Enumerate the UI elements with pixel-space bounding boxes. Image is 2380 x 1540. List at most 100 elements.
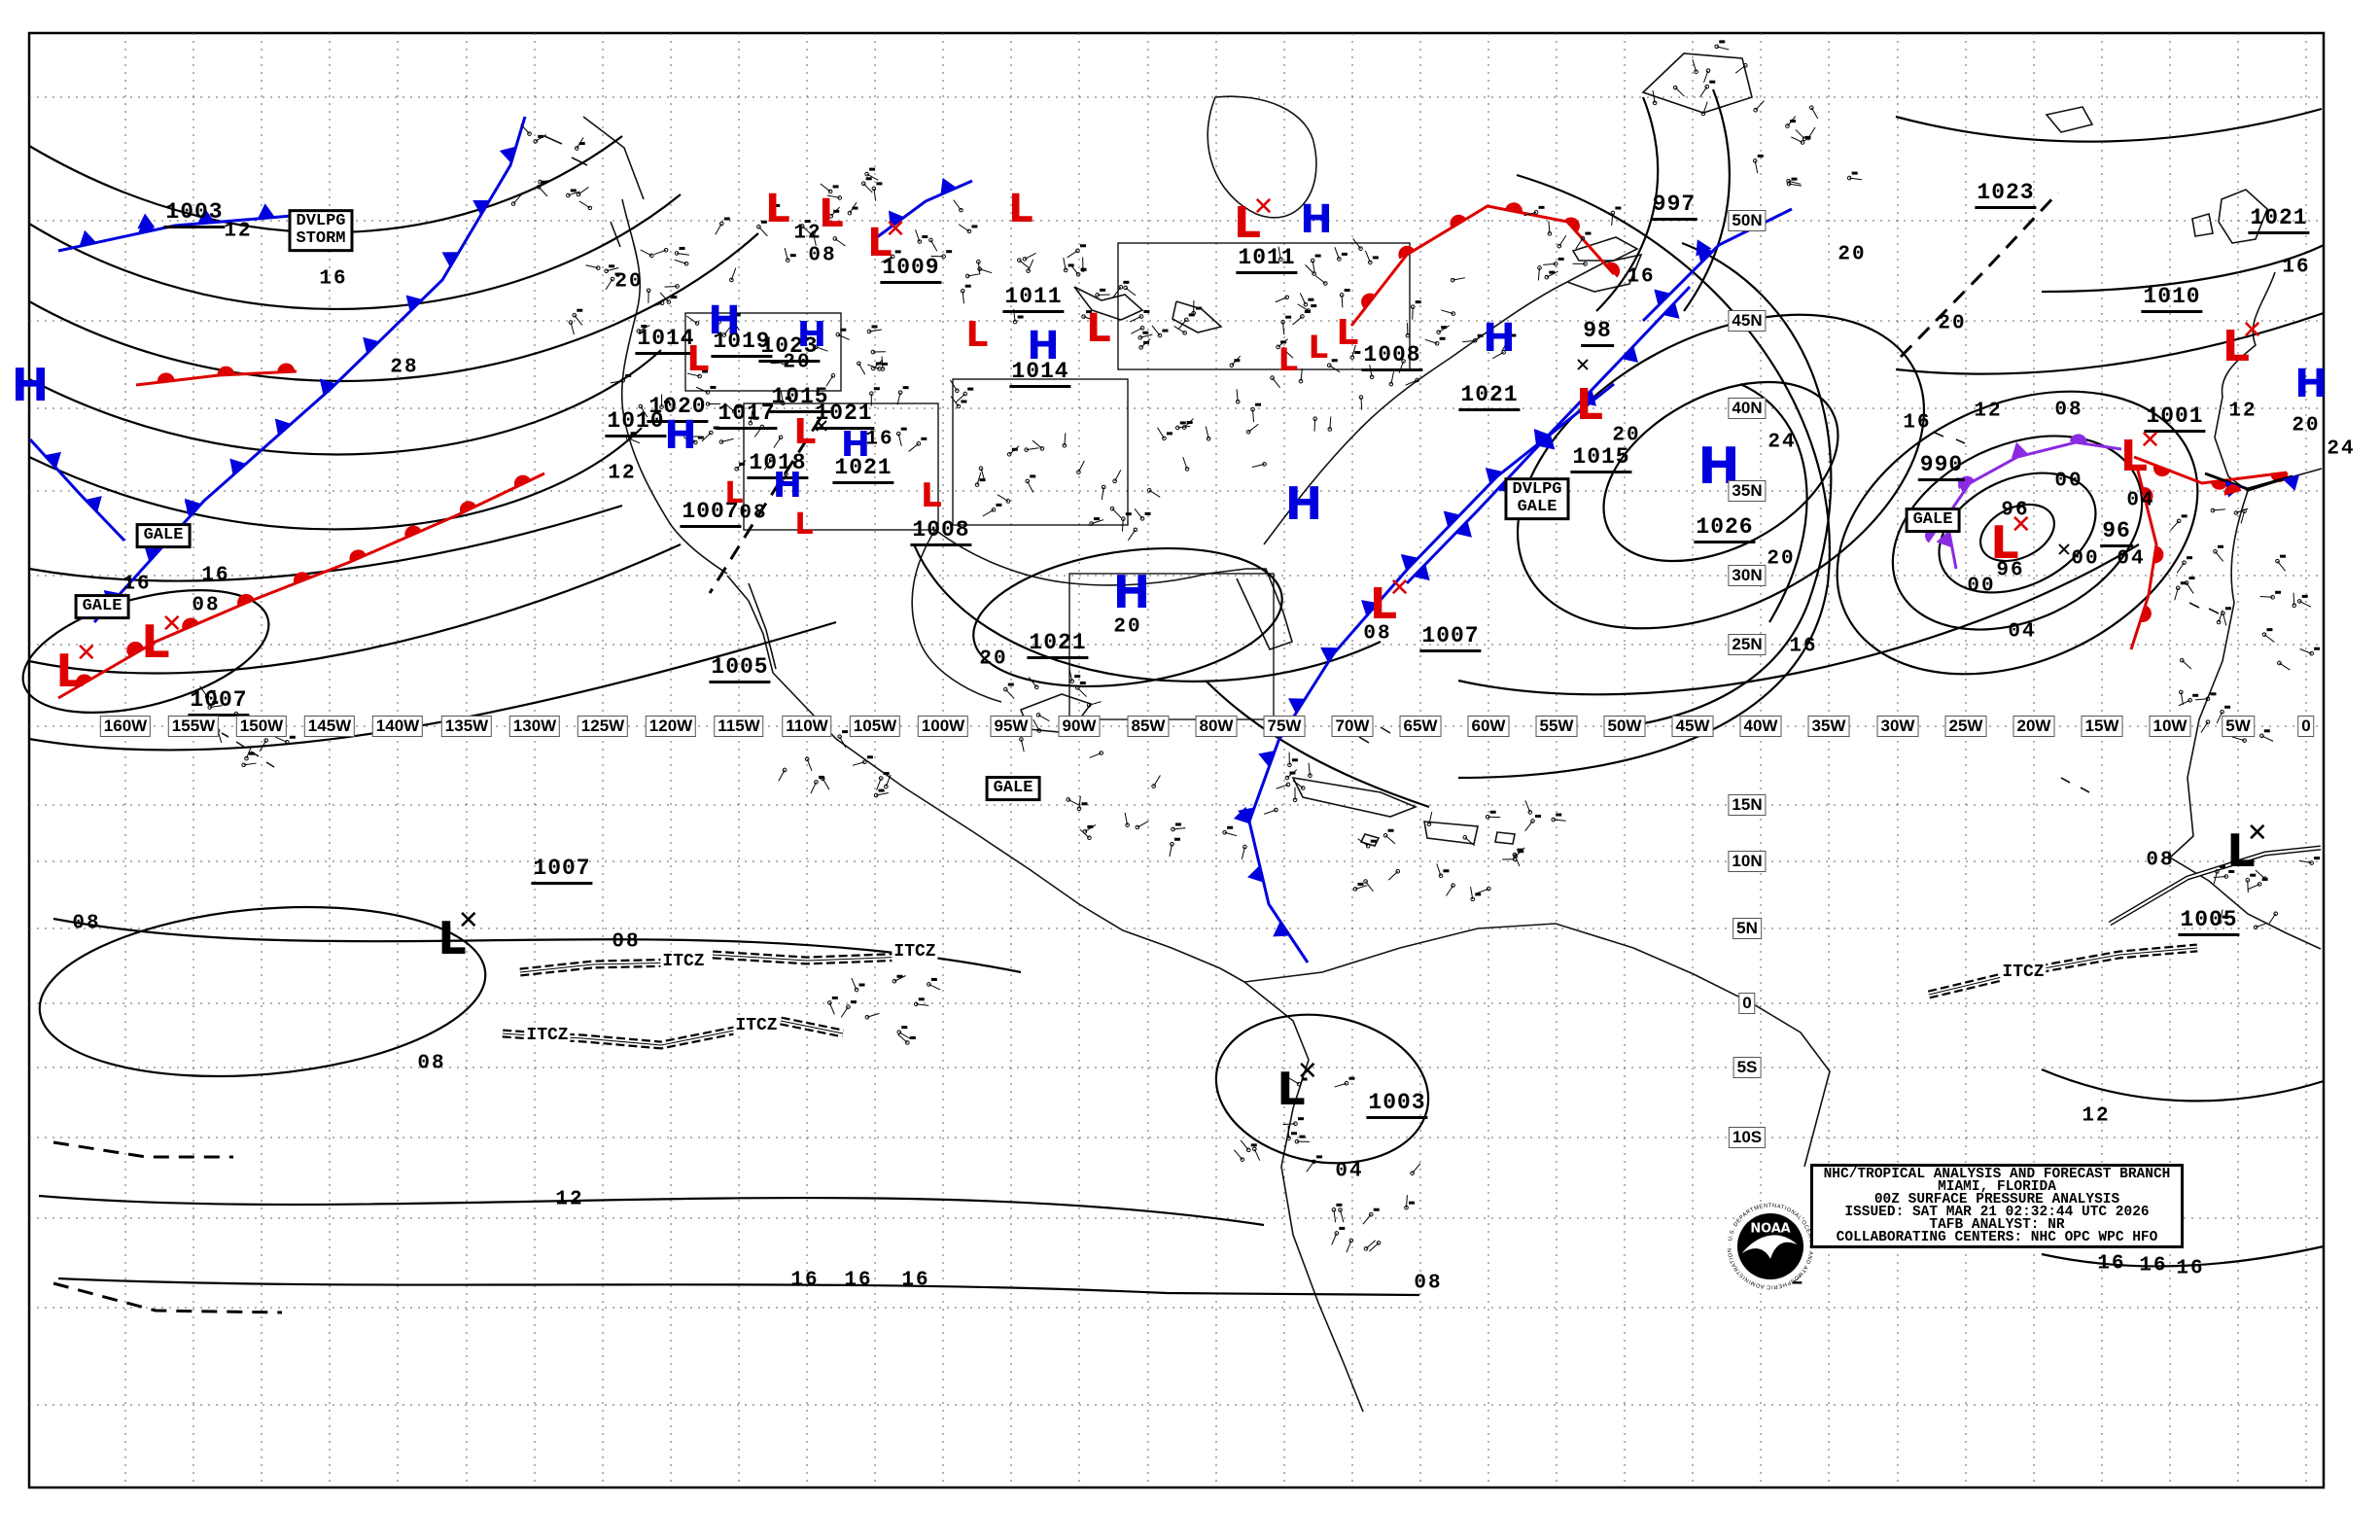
itcz-bands bbox=[502, 845, 2322, 1050]
warm-front bbox=[1349, 202, 1621, 327]
longitude-label: 30W bbox=[1876, 716, 1919, 737]
isobar-label: 20 bbox=[783, 351, 812, 374]
longitude-label: 25W bbox=[1944, 716, 1987, 737]
hazard-box-dvlpg-storm: DVLPG STORM bbox=[288, 209, 354, 252]
longitude-label: 105W bbox=[849, 716, 901, 737]
isobar-label: 20 bbox=[1838, 243, 1867, 266]
longitude-label: 140W bbox=[371, 716, 424, 737]
center-x-mark: ✕ bbox=[1388, 574, 1411, 604]
longitude-label: 60W bbox=[1467, 716, 1510, 737]
isobar-label: 16 bbox=[901, 1269, 930, 1292]
latitude-label: 5S bbox=[1732, 1057, 1762, 1078]
isobar-label: 24 bbox=[2327, 438, 2356, 461]
hazard-box-gale: GALE bbox=[985, 776, 1041, 801]
longitude-label: 135W bbox=[440, 716, 493, 737]
isobar-label: 08 bbox=[2054, 399, 2083, 422]
high-pressure-center: H bbox=[796, 315, 827, 355]
longitude-label: 110W bbox=[782, 716, 832, 737]
itcz-label: ITCZ bbox=[2000, 962, 2047, 982]
pressure-value-label: 1019 bbox=[711, 329, 773, 358]
low-pressure-center: L ✕ bbox=[438, 905, 479, 964]
isobar-label: 16 bbox=[2282, 256, 2311, 279]
latitude-label: 50N bbox=[1728, 210, 1767, 231]
pressure-value-label: 1009 bbox=[880, 255, 942, 284]
center-x-mark: ✕ bbox=[1252, 192, 1275, 223]
pressure-value-label: 1011 bbox=[1236, 245, 1298, 274]
isobar-label: 16 bbox=[2097, 1252, 2126, 1276]
pressure-value-label: 1017 bbox=[716, 401, 778, 430]
pressure-value-label: 1026 bbox=[1694, 514, 1756, 543]
hazard-box-dvlpg-gale: DVLPG GALE bbox=[1504, 477, 1570, 520]
low-pressure-center: L ✕ bbox=[1990, 509, 2032, 569]
isobar-label: 12 bbox=[2082, 1104, 2111, 1128]
isobar-label: 08 bbox=[2146, 849, 2175, 872]
pressure-value-label: 997 bbox=[1650, 192, 1698, 221]
isobar-label: 04 bbox=[2126, 489, 2155, 512]
pressure-value-label: 1010 bbox=[2141, 284, 2203, 313]
low-pressure-center: L bbox=[794, 508, 814, 542]
low-pressure-center: L ✕ bbox=[2222, 316, 2263, 371]
longitude-label: 150W bbox=[235, 716, 288, 737]
pressure-value-label: 1007 bbox=[188, 687, 250, 717]
isobar-label: 08 bbox=[1363, 622, 1392, 646]
isobar-label: 08 bbox=[612, 930, 641, 954]
isobar-label: 28 bbox=[390, 356, 419, 379]
high-pressure-center: H bbox=[11, 359, 50, 411]
longitude-label: 125W bbox=[577, 716, 629, 737]
hazard-box-gale: GALE bbox=[1905, 508, 1961, 533]
hazard-box-gale: GALE bbox=[74, 594, 130, 619]
noaa-logo: NATIONAL OCEANIC AND ATMOSPHERIC ADMINIS… bbox=[1727, 1204, 1812, 1290]
low-pressure-center: L bbox=[1086, 306, 1111, 351]
center-x-mark: ✕ bbox=[2241, 316, 2263, 346]
isobar-label: 08 bbox=[72, 912, 101, 935]
isobar-label: 20 bbox=[1113, 615, 1142, 639]
isobar-label: 20 bbox=[1612, 424, 1641, 447]
pressure-value-label: 1003 bbox=[1366, 1090, 1428, 1119]
low-pressure-center: L ✕ bbox=[2226, 818, 2268, 877]
pressure-value-label: 98 bbox=[1581, 318, 1614, 347]
itcz-label: ITCZ bbox=[660, 952, 707, 971]
latitude-label: 40N bbox=[1728, 398, 1767, 419]
low-pressure-center: L bbox=[765, 187, 790, 231]
isobar-label: 08 bbox=[417, 1052, 446, 1075]
isobar-label: 16 bbox=[122, 573, 152, 596]
pressure-value-label: 1021 bbox=[813, 401, 875, 430]
longitude-label: 130W bbox=[508, 716, 561, 737]
high-pressure-center: H bbox=[1112, 566, 1151, 618]
isobar-label: 16 bbox=[1903, 411, 1932, 435]
isobar-label: 12 bbox=[2228, 400, 2258, 423]
occluded-front bbox=[1925, 434, 2122, 570]
center-x-mark: ✕ bbox=[2246, 818, 2268, 848]
center-x-mark: ✕ bbox=[75, 638, 97, 668]
warm-front bbox=[135, 363, 298, 387]
map-frame bbox=[27, 31, 2326, 1489]
analysis-area-box bbox=[743, 402, 939, 531]
isobar-label: 04 bbox=[2117, 547, 2146, 571]
latitude-label: 35N bbox=[1728, 480, 1767, 502]
stationary-front bbox=[2204, 472, 2300, 498]
analysis-area-box bbox=[1117, 242, 1411, 370]
longitude-label: 65W bbox=[1399, 716, 1442, 737]
pressure-value-label: 1014 bbox=[1009, 359, 1071, 388]
isobar-label: 16 bbox=[319, 267, 348, 291]
high-pressure-center: H bbox=[1284, 477, 1323, 530]
pressure-value-label: 1007 bbox=[1419, 623, 1482, 652]
isobar-label: 08 bbox=[739, 502, 768, 525]
pressure-value-label: 1021 bbox=[2248, 205, 2310, 234]
center-x-mark: ✕ bbox=[160, 609, 183, 639]
latitude-label: 30N bbox=[1728, 565, 1767, 586]
low-pressure-center: L ✕ bbox=[55, 638, 97, 697]
pressure-value-label: 1021 bbox=[832, 455, 894, 484]
cold-front bbox=[1233, 382, 1615, 963]
low-pressure-center: L bbox=[965, 315, 989, 355]
latitude-label: 0 bbox=[1738, 993, 1756, 1014]
latitude-label: 45N bbox=[1728, 310, 1767, 332]
info-line: 00Z SURFACE PRESSURE ANALYSIS bbox=[1873, 1191, 2120, 1208]
longitude-label: 15W bbox=[2081, 716, 2123, 737]
pressure-value-label: 1005 bbox=[2178, 907, 2240, 936]
center-x-mark: ✕ bbox=[2010, 509, 2032, 540]
itcz-label: ITCZ bbox=[733, 1016, 780, 1035]
pressure-value-label: 1008 bbox=[910, 517, 972, 546]
pressure-value-label: 1018 bbox=[747, 450, 809, 479]
low-pressure-center: L bbox=[1336, 313, 1359, 353]
